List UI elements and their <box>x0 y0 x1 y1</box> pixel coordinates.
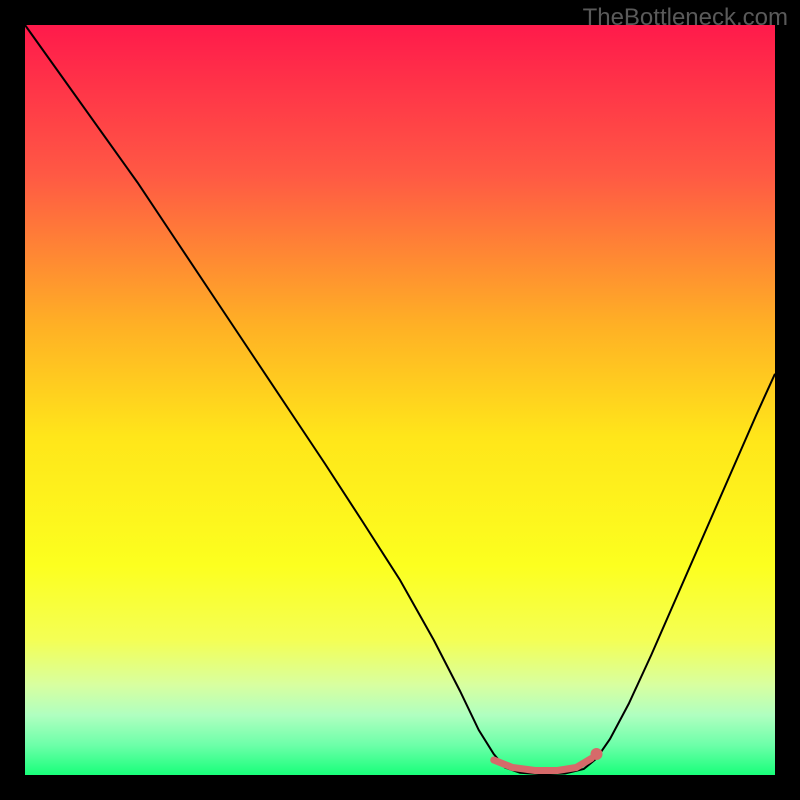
plot-background-gradient <box>25 25 775 775</box>
chart-stage: TheBottleneck.com <box>0 0 800 800</box>
watermark-text: TheBottleneck.com <box>583 4 788 32</box>
chart-svg <box>0 0 800 800</box>
optimal-range-end-dot <box>591 748 603 760</box>
